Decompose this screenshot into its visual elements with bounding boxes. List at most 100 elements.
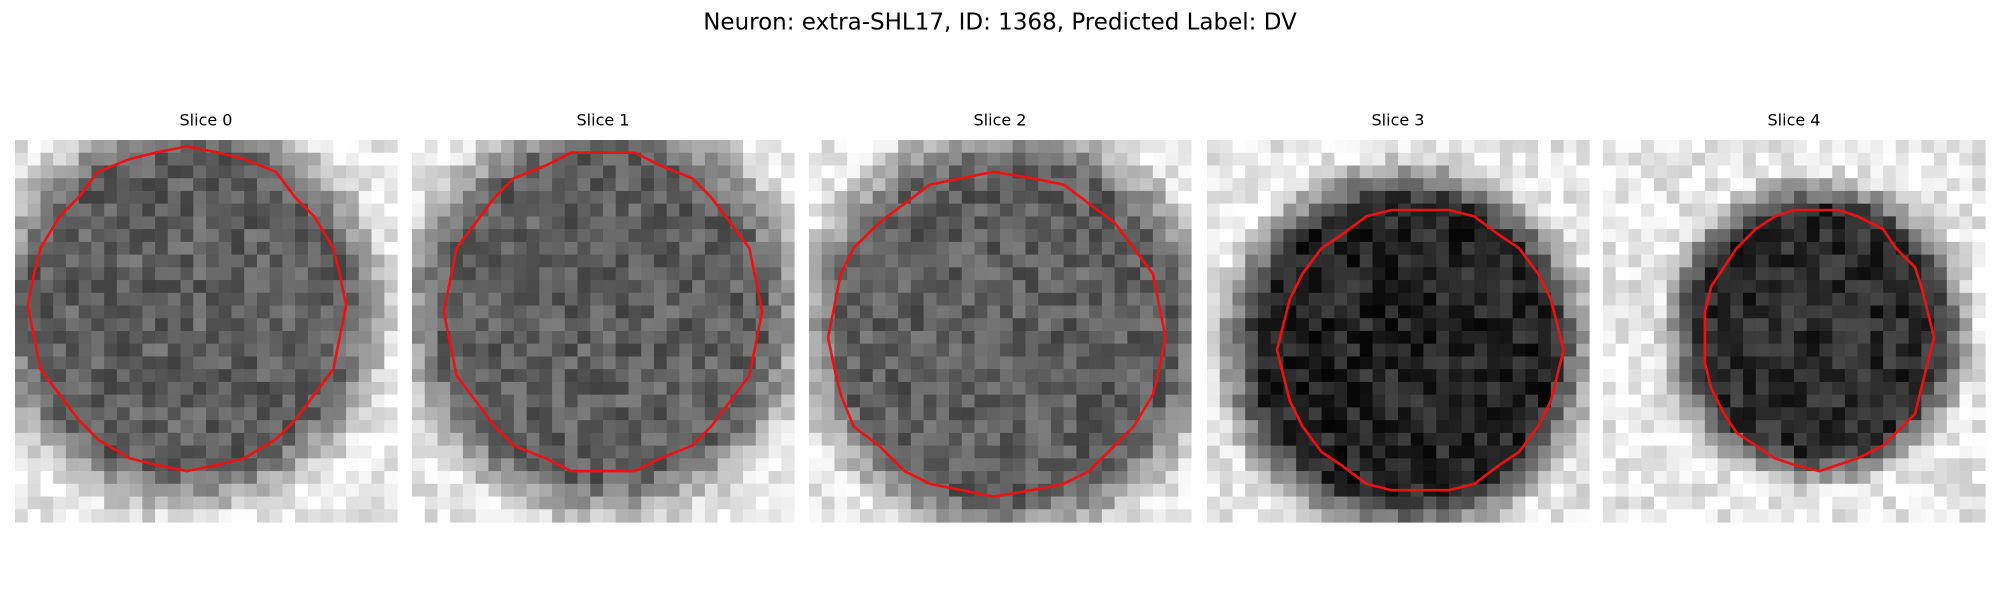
pixel (1512, 305, 1526, 319)
pixel (1717, 458, 1731, 472)
pixel (1245, 331, 1259, 345)
pixel (1372, 229, 1386, 243)
pixel (1615, 458, 1630, 472)
pixel (717, 420, 731, 434)
pixel (65, 152, 80, 167)
pixel (371, 152, 385, 167)
pixel (730, 331, 744, 345)
pixel (1245, 254, 1259, 268)
pixel (1603, 445, 1617, 459)
pixel (1296, 369, 1310, 383)
pixel (1308, 318, 1323, 332)
pixel (910, 458, 925, 472)
pixel (1755, 343, 1770, 358)
pixel (346, 216, 360, 230)
pixel (412, 432, 426, 447)
pixel (206, 280, 220, 294)
pixel (809, 140, 823, 154)
pixel (1410, 369, 1425, 383)
pixel (1563, 178, 1577, 192)
pixel (1972, 140, 1986, 154)
pixel (244, 394, 258, 408)
pixel (142, 483, 156, 498)
pixel (872, 152, 886, 167)
pixel (269, 369, 283, 383)
pixel (1334, 432, 1348, 447)
pixel (1704, 343, 1719, 358)
pixel (1538, 178, 1552, 192)
pixel (1576, 496, 1590, 510)
pixel (1487, 356, 1501, 370)
pixel (1781, 140, 1795, 154)
pixel (1321, 471, 1335, 485)
pixel (1308, 496, 1323, 510)
pixel (1207, 203, 1221, 217)
pixel (526, 331, 540, 345)
pixel (809, 471, 823, 485)
pixel (1946, 318, 1961, 332)
pixel (116, 343, 131, 358)
pixel (1359, 267, 1374, 281)
pixel (603, 140, 617, 154)
pixel (1628, 216, 1642, 230)
pixel (1781, 318, 1795, 332)
pixel (513, 420, 528, 434)
pixel (193, 229, 207, 243)
pixel (923, 267, 937, 281)
pixel (1857, 165, 1871, 179)
pixel (628, 241, 642, 256)
pixel (1423, 496, 1437, 510)
pixel (743, 458, 757, 472)
pixel (949, 458, 963, 472)
pixel (346, 165, 360, 179)
pixel (1576, 420, 1590, 434)
pixel (1883, 292, 1897, 307)
pixel (603, 241, 617, 256)
pixel (142, 216, 156, 230)
pixel (53, 445, 67, 459)
pixel (65, 203, 80, 217)
pixel (307, 343, 322, 358)
pixel (1050, 394, 1065, 408)
pixel (1207, 305, 1221, 319)
pixel (206, 318, 220, 332)
pixel (628, 140, 642, 154)
pixel (1140, 254, 1154, 268)
pixel (1679, 318, 1693, 332)
pixel (424, 305, 439, 319)
pixel (1550, 343, 1565, 358)
pixel (526, 254, 540, 268)
pixel (104, 280, 118, 294)
pixel (488, 267, 502, 281)
pixel (603, 432, 617, 447)
pixel (1641, 178, 1655, 192)
pixel (1603, 178, 1617, 192)
pixel (717, 356, 731, 370)
pixel (333, 445, 347, 459)
pixel (1781, 483, 1795, 498)
pixel (1140, 496, 1154, 510)
pixel (1207, 254, 1221, 268)
pixel (936, 190, 950, 205)
pixel (1717, 140, 1731, 154)
pixel (809, 331, 823, 345)
pixel (872, 254, 886, 268)
pixel (244, 254, 258, 268)
pixel (615, 509, 630, 523)
pixel (1385, 280, 1399, 294)
pixel (1089, 280, 1103, 294)
pixel (1870, 190, 1884, 205)
pixel (1050, 152, 1065, 167)
pixel (974, 331, 988, 345)
pixel (346, 190, 360, 205)
pixel (142, 280, 156, 294)
pixel (142, 318, 156, 332)
pixel (450, 229, 464, 243)
pixel (1372, 407, 1386, 421)
pixel (1499, 369, 1514, 383)
pixel (91, 178, 105, 192)
pixel (872, 190, 886, 205)
pixel (193, 432, 207, 447)
pixel (1165, 152, 1179, 167)
pixel (256, 292, 271, 307)
